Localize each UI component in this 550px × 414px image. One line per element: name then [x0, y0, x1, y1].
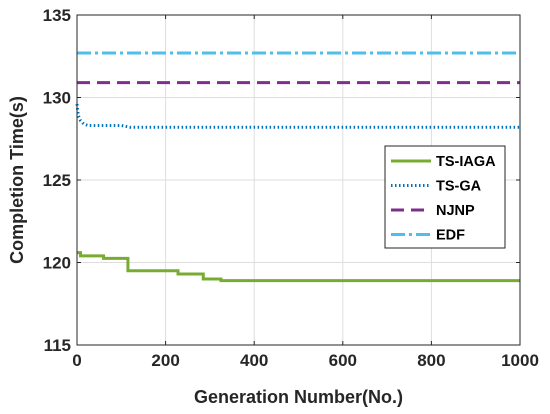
y-tick-label: 125	[43, 171, 71, 190]
y-tick-labels: 115 120 125 130 135	[43, 6, 71, 355]
x-axis-label: Generation Number(No.)	[194, 387, 403, 407]
x-tick-label: 0	[72, 351, 81, 370]
legend-label-ts-iaga: TS-IAGA	[436, 154, 496, 170]
y-tick-label: 130	[43, 89, 71, 108]
legend-label-njnp: NJNP	[436, 203, 475, 219]
legend-label-edf: EDF	[436, 228, 465, 244]
legend: TS-IAGA TS-GA NJNP EDF	[384, 145, 506, 249]
legend-box	[384, 145, 506, 249]
y-tick-label: 120	[43, 254, 71, 273]
legend-label-ts-ga: TS-GA	[436, 179, 482, 195]
x-tick-label: 600	[329, 351, 357, 370]
x-tick-labels: 0 200 400 600 800 1000	[72, 351, 539, 370]
series-line-ts-iaga	[77, 251, 520, 283]
series-layer	[75, 51, 520, 283]
tick-marks	[76, 14, 521, 346]
x-tick-label: 800	[417, 351, 445, 370]
y-tick-label: 135	[43, 6, 71, 25]
x-tick-label: 400	[240, 351, 268, 370]
x-tick-label: 1000	[501, 351, 539, 370]
series-line-ts-ga	[75, 103, 520, 129]
y-tick-label: 115	[44, 336, 71, 355]
y-axis-label: Completion Time(s)	[7, 96, 27, 264]
x-tick-label: 200	[151, 351, 179, 370]
